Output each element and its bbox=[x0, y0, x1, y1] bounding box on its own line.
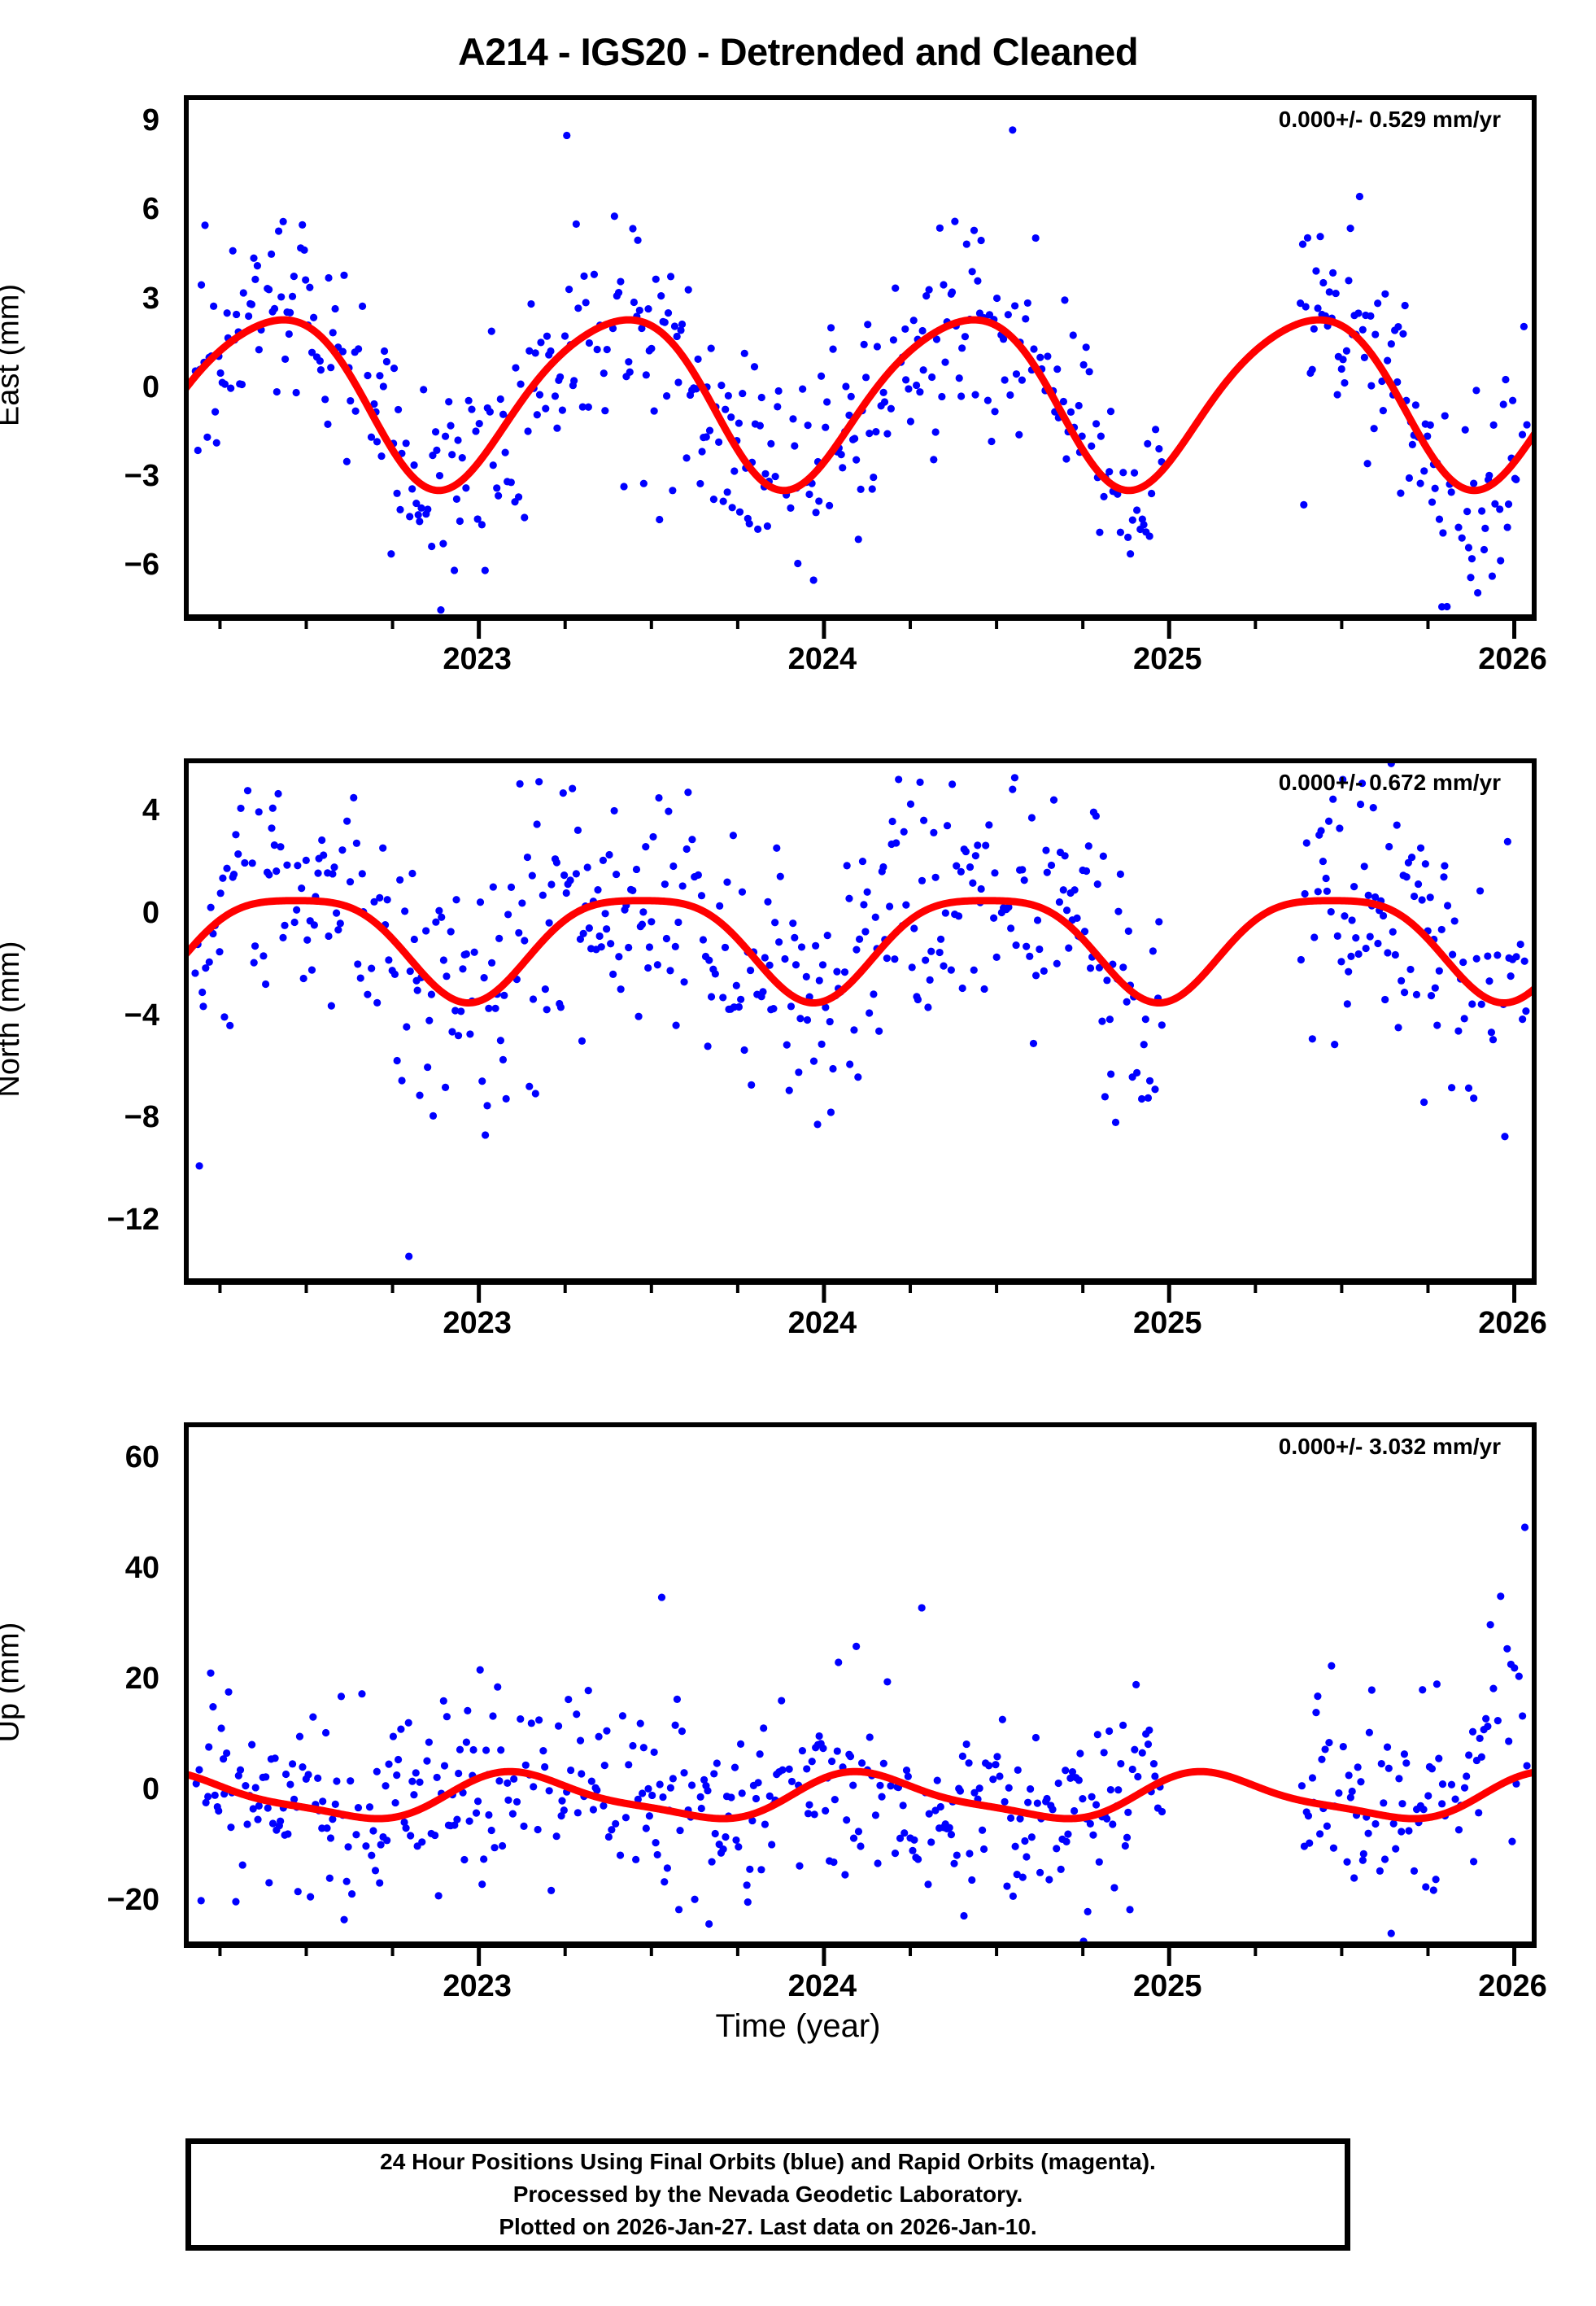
x-tick-label-up-2026: 2026 bbox=[1478, 1969, 1547, 2003]
y-tick-label-north: −12 bbox=[107, 1202, 159, 1237]
x-tick-label-north-2026: 2026 bbox=[1478, 1306, 1547, 1340]
x-tick-label-up-2023: 2023 bbox=[443, 1969, 512, 2003]
scatter-points-north bbox=[191, 760, 1530, 1260]
y-tick-label-north: −8 bbox=[124, 1100, 159, 1135]
y-axis-label-north: North (mm) bbox=[0, 940, 26, 1098]
x-axis-label: Time (year) bbox=[715, 2008, 881, 2044]
y-tick-label-east: −3 bbox=[124, 458, 159, 493]
chart-panel-up bbox=[184, 1422, 1537, 1971]
footer-line-1: 24 Hour Positions Using Final Orbits (bl… bbox=[380, 2149, 1156, 2175]
y-tick-label-east: −6 bbox=[124, 547, 159, 582]
chart-panel-east bbox=[184, 95, 1537, 644]
axis-frame-east bbox=[184, 95, 1537, 621]
x-tick-label-east-2024: 2024 bbox=[787, 642, 857, 676]
y-axis-label-up: Up (mm) bbox=[0, 1622, 26, 1743]
y-tick-label-north: 4 bbox=[142, 793, 159, 828]
fit-curve-up bbox=[185, 1767, 1535, 1823]
footer-line-3: Plotted on 2026-Jan-27. Last data on 202… bbox=[499, 2213, 1037, 2239]
rate-annotation-north: 0.000+/- 0.672 mm/yr bbox=[1278, 770, 1501, 795]
scatter-points-up bbox=[192, 1523, 1531, 1945]
y-tick-label-north: −4 bbox=[124, 998, 159, 1033]
rate-annotation-up: 0.000+/- 3.032 mm/yr bbox=[1278, 1434, 1501, 1459]
y-tick-label-east: 6 bbox=[142, 192, 159, 227]
page-title: A214 - IGS20 - Detrended and Cleaned bbox=[457, 30, 1139, 73]
y-axis-label-east: East (mm) bbox=[0, 283, 26, 427]
x-tick-label-north-2025: 2025 bbox=[1132, 1306, 1202, 1340]
scatter-points-east bbox=[191, 126, 1531, 614]
axis-frame-up bbox=[184, 1422, 1537, 1948]
rate-annotation-east: 0.000+/- 0.529 mm/yr bbox=[1278, 107, 1501, 132]
plot-area-east bbox=[184, 95, 1537, 639]
x-tick-label-up-2024: 2024 bbox=[787, 1969, 857, 2003]
footer-caption-box: 24 Hour Positions Using Final Orbits (bl… bbox=[185, 2138, 1350, 2251]
plot-area-up bbox=[184, 1422, 1537, 1966]
footer-line-2: Processed by the Nevada Geodetic Laborat… bbox=[512, 2182, 1023, 2208]
x-tick-label-east-2026: 2026 bbox=[1478, 642, 1547, 676]
plot-area-north bbox=[184, 758, 1537, 1303]
y-tick-label-up: −20 bbox=[107, 1883, 159, 1918]
y-tick-label-up: 20 bbox=[124, 1662, 159, 1696]
y-tick-label-up: 40 bbox=[124, 1550, 159, 1585]
x-tick-label-up-2025: 2025 bbox=[1132, 1969, 1202, 2003]
fit-curve-east bbox=[185, 316, 1535, 495]
y-tick-label-east: 0 bbox=[142, 369, 159, 404]
y-tick-label-east: 9 bbox=[142, 103, 159, 138]
axis-frame-north bbox=[184, 758, 1537, 1285]
x-tick-label-east-2025: 2025 bbox=[1132, 642, 1202, 676]
y-tick-label-up: 60 bbox=[124, 1439, 159, 1474]
y-tick-label-up: 0 bbox=[142, 1772, 159, 1807]
fit-curve-north bbox=[185, 897, 1535, 1007]
chart-panel-north bbox=[184, 758, 1537, 1308]
x-tick-label-north-2024: 2024 bbox=[787, 1306, 857, 1340]
x-tick-label-east-2023: 2023 bbox=[443, 642, 512, 676]
y-tick-label-east: 3 bbox=[142, 281, 159, 316]
y-tick-label-north: 0 bbox=[142, 895, 159, 930]
x-tick-label-north-2023: 2023 bbox=[443, 1306, 512, 1340]
